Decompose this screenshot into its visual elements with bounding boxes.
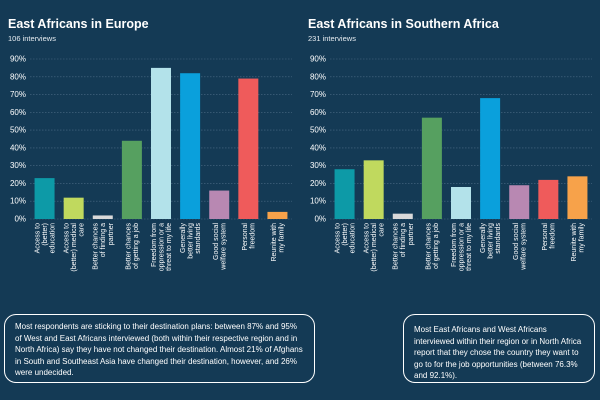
bar bbox=[34, 178, 55, 219]
x-tick-label: Access to(better) medicalcare bbox=[63, 223, 85, 272]
y-tick-label: 60% bbox=[10, 108, 26, 117]
bar bbox=[151, 67, 171, 219]
y-tick-label: 20% bbox=[10, 179, 26, 188]
x-tick-label: Reunite withmy family bbox=[571, 223, 586, 262]
bar bbox=[334, 169, 355, 219]
bar-chart-southern-africa: 0% 10% 20% 30% 40% 50% 60% 70% 80% 90% Access to(b… bbox=[310, 55, 592, 272]
chart-subtitle: 231 interviews bbox=[308, 34, 356, 43]
bar bbox=[267, 211, 288, 219]
x-tick-label: Access to(better)education bbox=[334, 223, 356, 253]
x-tick-label: Personalfreedom bbox=[542, 223, 557, 251]
chart-panel-southern-africa: East Africans in Southern Africa 231 int… bbox=[300, 0, 600, 300]
x-tick-label: Reunite withmy family bbox=[271, 223, 286, 262]
y-tick-label: 80% bbox=[310, 72, 326, 81]
bar bbox=[209, 190, 230, 219]
y-tick-label: 40% bbox=[310, 143, 326, 152]
bar bbox=[92, 215, 113, 219]
bar bbox=[392, 213, 413, 219]
x-tick-label: Freedom fromoppression or athreat to my … bbox=[451, 223, 473, 271]
x-tick-label: Better chancesof finding apartner bbox=[93, 222, 115, 269]
x-tick-label: Generallybetter livingstandards bbox=[180, 223, 202, 259]
y-tick-label: 50% bbox=[10, 126, 26, 135]
bar bbox=[63, 197, 84, 219]
x-tick-label: Personalfreedom bbox=[242, 223, 257, 251]
y-tick-label: 80% bbox=[10, 72, 26, 81]
y-tick-label: 0% bbox=[14, 215, 26, 224]
bar bbox=[509, 185, 530, 219]
x-tick-label: Access to(better) medicalcare bbox=[363, 223, 385, 272]
y-tick-label: 60% bbox=[310, 108, 326, 117]
bar bbox=[421, 117, 442, 219]
bar bbox=[480, 98, 501, 219]
y-tick-label: 30% bbox=[10, 161, 26, 170]
x-tick-label: Better chancesof getting a job bbox=[425, 223, 440, 270]
chart-title: East Africans in Europe bbox=[8, 17, 149, 31]
y-tick-label: 30% bbox=[310, 161, 326, 170]
y-tick-label: 50% bbox=[310, 126, 326, 135]
bar bbox=[363, 160, 384, 219]
y-tick-label: 10% bbox=[10, 197, 26, 206]
bar bbox=[238, 78, 259, 219]
y-tick-label: 20% bbox=[310, 179, 326, 188]
bar bbox=[567, 176, 588, 219]
y-tick-label: 70% bbox=[310, 90, 326, 99]
chart-subtitle: 106 interviews bbox=[8, 34, 56, 43]
x-tick-label: Freedom fromoppression or athreat to my … bbox=[151, 223, 173, 271]
x-tick-label: Generallybetter livingstandards bbox=[480, 223, 502, 259]
x-tick-label: Good socialwelfare system bbox=[213, 223, 228, 271]
x-tick-label: Access to(better)education bbox=[34, 223, 56, 253]
y-tick-label: 90% bbox=[310, 55, 326, 64]
note-box-destination-plans: Most respondents are sticking to their d… bbox=[4, 314, 315, 383]
x-tick-label: Good socialwelfare system bbox=[513, 223, 528, 271]
bar bbox=[451, 187, 471, 219]
bar-chart-europe: 0% 10% 20% 30% 40% 50% 60% 70% 80% 90% Access to(b… bbox=[10, 55, 292, 272]
x-tick-label: Better chancesof getting a job bbox=[125, 223, 140, 270]
chart-title: East Africans in Southern Africa bbox=[308, 17, 499, 31]
note-box-job-opportunities: Most East Africans and West Africans int… bbox=[403, 314, 595, 383]
y-tick-label: 40% bbox=[10, 143, 26, 152]
bar bbox=[121, 140, 142, 219]
y-tick-label: 10% bbox=[310, 197, 326, 206]
bar bbox=[180, 73, 201, 219]
bar bbox=[538, 179, 559, 219]
y-tick-label: 70% bbox=[10, 90, 26, 99]
y-tick-label: 0% bbox=[314, 215, 326, 224]
chart-panel-europe: East Africans in Europe 106 interviews 0… bbox=[0, 0, 300, 300]
x-tick-label: Better chancesof finding apartner bbox=[393, 222, 415, 269]
y-tick-label: 90% bbox=[10, 55, 26, 64]
